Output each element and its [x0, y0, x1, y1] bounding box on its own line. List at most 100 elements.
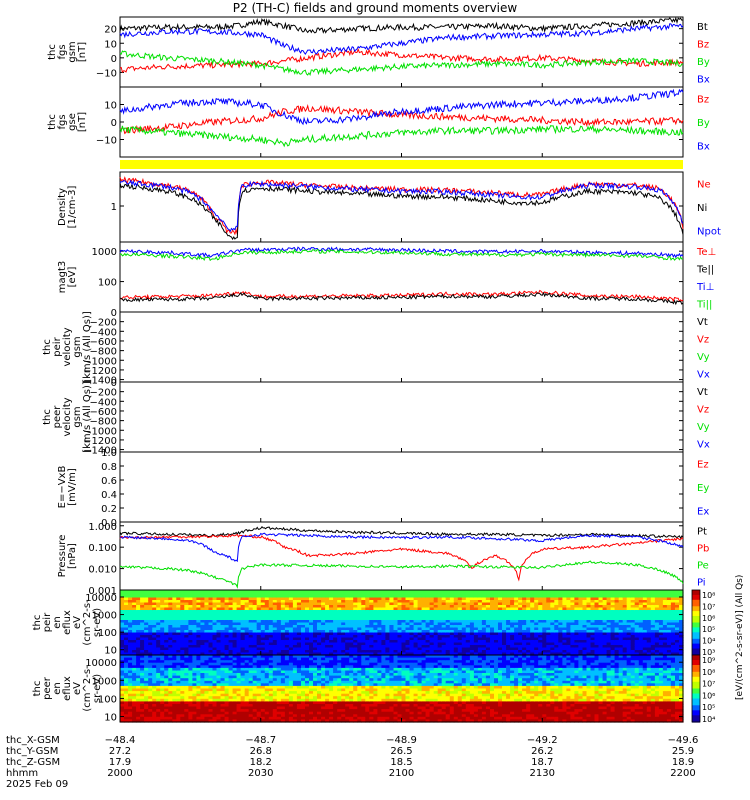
spectrogram-cell	[172, 612, 177, 616]
spectrogram-cell	[280, 600, 286, 604]
spectrogram-cell	[453, 635, 459, 639]
spectrogram-cell	[256, 719, 262, 723]
spectrogram-cell	[409, 615, 415, 619]
spectrogram-cell	[128, 696, 133, 700]
spectrogram-cell	[256, 662, 262, 666]
spectrogram-cell	[437, 640, 443, 644]
spectrogram-cell	[140, 615, 145, 619]
spectrogram-cell	[180, 645, 185, 649]
spectrogram-cell	[365, 652, 370, 656]
spectrogram-cell	[232, 652, 238, 656]
spectrogram-cell	[204, 696, 209, 700]
spectrogram-cell	[172, 645, 177, 649]
spectrogram-cell	[196, 670, 201, 674]
spectrogram-cell	[305, 597, 310, 601]
spectrogram-cell	[377, 615, 382, 619]
spectrogram-cell	[578, 632, 583, 636]
spectrogram-cell	[646, 600, 652, 604]
spectrogram-cell	[618, 600, 624, 604]
spectrogram-cell	[228, 607, 234, 611]
spectrogram-cell	[401, 645, 407, 649]
spectrogram-cell	[276, 719, 282, 723]
spectrogram-cell	[594, 605, 600, 609]
spectrogram-cell	[574, 605, 579, 609]
spectrogram-cell	[144, 665, 149, 669]
spectrogram-cell	[176, 716, 181, 720]
spectrogram-cell	[176, 660, 181, 664]
spectrogram-cell	[357, 630, 362, 634]
spectrogram-cell	[236, 673, 242, 677]
spectrogram-cell	[208, 600, 214, 604]
spectrogram-cell	[256, 683, 262, 687]
spectrogram-cell	[554, 637, 559, 641]
spectrogram-cell	[236, 655, 242, 659]
spectrogram-cell	[349, 595, 354, 599]
spectrogram-cell	[425, 627, 431, 631]
spectrogram-cell	[675, 640, 680, 644]
spectrogram-cell	[168, 595, 173, 599]
y-axis-label: [nPa]	[67, 543, 78, 569]
spectrogram-cell	[192, 706, 197, 710]
spectrogram-cell	[128, 693, 133, 697]
spectrogram-cell	[457, 605, 463, 609]
spectrogram-cell	[305, 640, 310, 644]
spectrogram-cell	[329, 620, 334, 624]
spectrogram-cell	[256, 701, 262, 705]
spectrogram-cell	[284, 617, 290, 621]
spectrogram-cell	[152, 595, 157, 599]
spectrogram-cell	[373, 615, 378, 619]
spectrogram-cell	[634, 635, 640, 639]
spectrogram-cell	[264, 673, 270, 677]
spectrogram-cell	[216, 627, 222, 631]
spectrogram-cell	[397, 612, 403, 616]
spectrogram-cell	[506, 642, 511, 646]
spectrogram-cell	[506, 645, 511, 649]
spectrogram-cell	[473, 645, 479, 649]
spectrogram-cell	[622, 645, 628, 649]
spectrogram-cell	[481, 617, 487, 621]
spectrogram-cell	[180, 698, 185, 702]
spectrogram-cell	[156, 691, 161, 695]
spectrogram-cell	[124, 662, 129, 666]
spectrogram-cell	[614, 605, 620, 609]
spectrogram-cell	[296, 592, 302, 596]
spectrogram-cell	[136, 615, 141, 619]
spectrogram-cell	[445, 650, 451, 654]
spectrogram-cell	[626, 607, 632, 611]
spectrogram-cell	[506, 622, 511, 626]
spectrogram-cell	[208, 620, 214, 624]
spectrogram-cell	[192, 607, 197, 611]
spectrogram-cell	[208, 685, 214, 690]
spectrogram-cell	[473, 607, 479, 611]
spectrogram-cell	[321, 600, 326, 604]
spectrogram-cell	[260, 647, 266, 651]
spectrogram-cell	[449, 600, 455, 604]
spectrogram-cell	[469, 640, 475, 644]
spectrogram-cell	[405, 645, 411, 649]
spectrogram-cell	[574, 617, 579, 621]
spectrogram-cell	[538, 627, 543, 631]
spectrogram-cell	[268, 660, 274, 664]
spectrogram-cell	[606, 637, 612, 641]
spectrogram-cell	[534, 650, 539, 654]
spectrogram-cell	[280, 612, 286, 616]
spectrogram-cell	[140, 655, 145, 659]
spectrogram-cell	[445, 602, 451, 606]
y-tick-label: −1400	[83, 376, 117, 387]
spectrogram-cell	[602, 622, 608, 626]
spectrogram-cell	[164, 719, 169, 723]
spectrogram-cell	[594, 612, 600, 616]
spectrogram-cell	[309, 632, 314, 636]
spectrogram-cell	[666, 640, 672, 644]
spectrogram-cell	[670, 595, 676, 599]
spectrogram-cell	[188, 675, 193, 679]
spectrogram-cell	[208, 597, 214, 601]
spectrogram-cell	[160, 647, 165, 651]
spectrogram-cell	[252, 615, 258, 619]
spectrogram-cell	[124, 610, 129, 614]
spectrogram-cell	[296, 602, 302, 606]
spectrogram-cell	[200, 652, 205, 656]
spectrogram-cell	[337, 617, 342, 621]
spectrogram-cell	[160, 701, 165, 705]
spectrogram-cell	[538, 602, 543, 606]
